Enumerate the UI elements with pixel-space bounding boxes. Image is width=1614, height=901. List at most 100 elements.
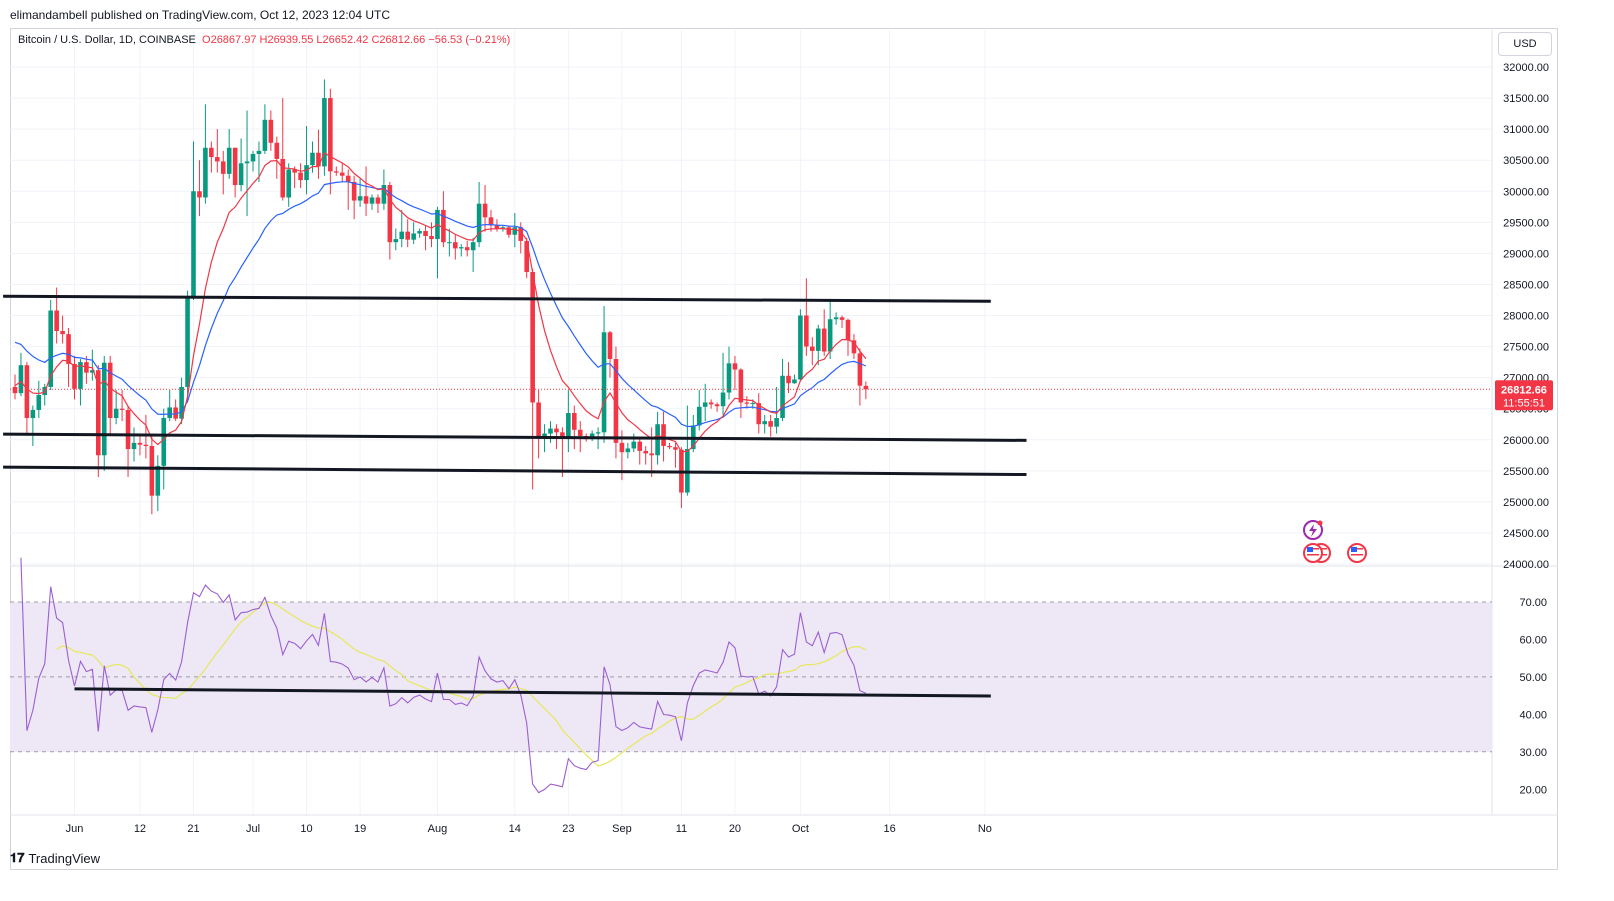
candle-body bbox=[173, 407, 178, 419]
candle bbox=[476, 181, 482, 248]
candle-body bbox=[232, 147, 238, 186]
candle-body bbox=[203, 147, 208, 198]
candle bbox=[107, 355, 113, 434]
candle bbox=[357, 178, 363, 207]
candle-body bbox=[786, 375, 791, 384]
candle-body bbox=[863, 385, 869, 390]
candle bbox=[429, 222, 434, 248]
candle-body bbox=[732, 363, 738, 370]
candle-body bbox=[298, 172, 303, 181]
price-tick-label: 25000.00 bbox=[1503, 497, 1549, 509]
currency-button[interactable]: USD bbox=[1498, 32, 1552, 56]
candle bbox=[36, 380, 42, 419]
candle bbox=[238, 138, 244, 192]
candle bbox=[839, 315, 845, 328]
candle bbox=[78, 358, 83, 406]
candle bbox=[637, 436, 643, 465]
candle-body bbox=[286, 169, 291, 198]
notification-dot-icon bbox=[1317, 520, 1323, 526]
us-flag-event-icon-canton bbox=[1351, 547, 1357, 552]
candle bbox=[441, 191, 446, 248]
candle-body bbox=[220, 161, 226, 174]
earnings-event-icon bbox=[1303, 520, 1323, 540]
candle bbox=[161, 408, 167, 490]
candle-body bbox=[345, 175, 351, 182]
candle bbox=[197, 160, 202, 217]
price-tick-label: 28500.00 bbox=[1503, 279, 1549, 291]
candle bbox=[90, 349, 95, 381]
footer-brand-text: TradingView bbox=[28, 850, 101, 866]
price-tick-label: 32000.00 bbox=[1503, 62, 1549, 74]
candle bbox=[738, 368, 744, 419]
candle bbox=[661, 411, 666, 462]
candle bbox=[149, 436, 155, 515]
candle bbox=[334, 166, 339, 176]
candle-body bbox=[762, 421, 767, 425]
us-flag-event-icon-stripe bbox=[1307, 554, 1319, 556]
candle-body bbox=[720, 392, 726, 407]
last-price-badge bbox=[1495, 380, 1553, 411]
candle-body bbox=[292, 169, 297, 173]
candle-body bbox=[821, 328, 827, 352]
time-tick-label: 19 bbox=[354, 823, 366, 835]
candle bbox=[18, 352, 24, 397]
candle-body bbox=[322, 98, 327, 167]
price-tick-label: 25500.00 bbox=[1503, 466, 1549, 478]
candle bbox=[560, 427, 565, 478]
ohlc-values: O26867.97 H26939.55 L26652.42 C26812.66 … bbox=[202, 34, 511, 46]
candle bbox=[804, 278, 809, 356]
candle-body bbox=[441, 209, 446, 243]
time-tick-label: 16 bbox=[884, 823, 896, 835]
candle-body bbox=[726, 363, 732, 393]
candle bbox=[345, 169, 351, 210]
candle bbox=[101, 355, 107, 471]
candle-body bbox=[209, 147, 214, 158]
candle bbox=[226, 129, 232, 179]
candle-body bbox=[268, 119, 274, 143]
candle bbox=[60, 315, 65, 344]
candle bbox=[191, 141, 196, 300]
candle-body bbox=[24, 365, 30, 419]
candle-body bbox=[12, 386, 18, 394]
candle bbox=[851, 334, 857, 359]
support-trendline-lower bbox=[3, 465, 1027, 477]
candle-body bbox=[488, 217, 494, 226]
candle bbox=[72, 355, 77, 400]
candle-body bbox=[798, 315, 803, 380]
candle-body bbox=[536, 402, 541, 437]
candle bbox=[405, 219, 410, 248]
candle bbox=[667, 442, 672, 450]
candle bbox=[262, 104, 268, 154]
candle-body bbox=[512, 227, 518, 235]
price-tick-label: 24500.00 bbox=[1503, 528, 1549, 540]
candle-body bbox=[60, 331, 65, 335]
candle bbox=[762, 414, 767, 434]
candle-body bbox=[744, 402, 750, 404]
candle-body bbox=[542, 433, 547, 437]
price-tick-label: 30500.00 bbox=[1503, 155, 1549, 167]
candle bbox=[720, 352, 726, 415]
candle-body bbox=[137, 442, 143, 445]
candle-body bbox=[351, 181, 357, 201]
candle-body bbox=[238, 163, 244, 186]
rsi-tick-label: 60.00 bbox=[1519, 634, 1547, 646]
candle bbox=[679, 447, 684, 509]
candle-body bbox=[197, 191, 202, 198]
candle-body bbox=[577, 429, 583, 437]
candle-body bbox=[328, 98, 333, 172]
candle-body bbox=[625, 448, 631, 453]
candle bbox=[143, 414, 149, 459]
tradingview-logo-icon: 𝟏𝟕 bbox=[10, 850, 25, 865]
candle-body bbox=[572, 413, 577, 430]
candle bbox=[631, 433, 637, 453]
candle-body bbox=[393, 239, 399, 243]
candle-body bbox=[768, 421, 773, 427]
candle bbox=[810, 337, 815, 366]
candle-body bbox=[792, 379, 797, 384]
candle bbox=[643, 445, 648, 465]
us-flag-event-icon-ring bbox=[1347, 543, 1367, 563]
candle-body bbox=[494, 225, 500, 229]
candle bbox=[786, 362, 791, 394]
candle bbox=[673, 442, 678, 468]
